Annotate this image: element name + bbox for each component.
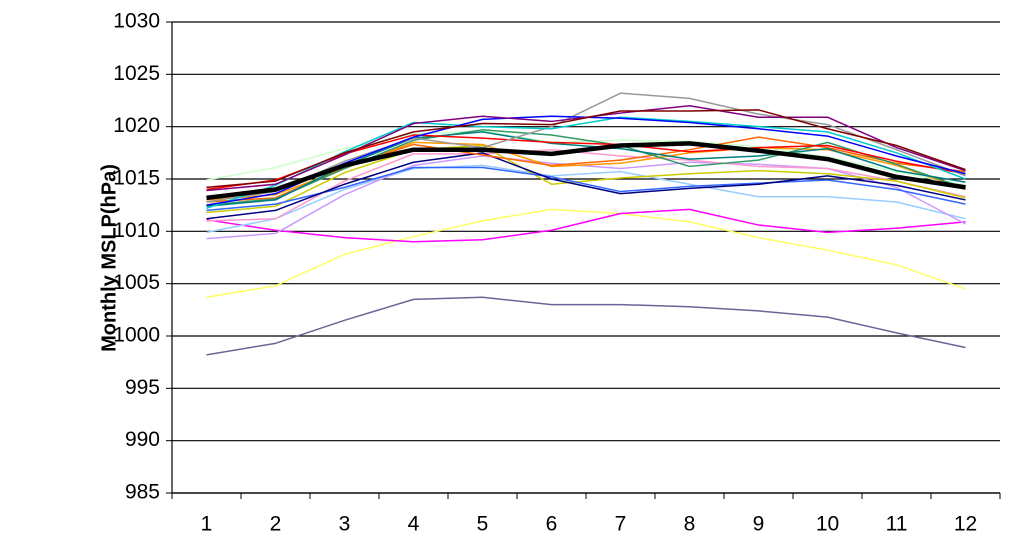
series-line [206, 115, 966, 206]
x-tick-label: 4 [408, 513, 420, 536]
x-tick-label: 2 [270, 513, 282, 536]
x-tick-label: 3 [339, 513, 351, 536]
series-line [206, 136, 966, 203]
series-line [206, 164, 966, 234]
series-line [206, 92, 966, 203]
y-tick-label: 995 [125, 376, 160, 399]
x-tick-label: 9 [753, 513, 765, 536]
x-tick-label: 10 [816, 513, 839, 536]
y-tick-label: 985 [125, 481, 160, 504]
x-tick-label: 12 [954, 513, 977, 536]
x-tick-label: 11 [886, 513, 908, 536]
y-axis-title: Monthly MSLP(hPa) [98, 164, 120, 352]
series-line [206, 144, 966, 214]
series-line [206, 208, 966, 243]
series-line [206, 208, 966, 299]
series-line [206, 152, 966, 220]
series-line [206, 155, 966, 240]
y-tick-label: 1010 [113, 219, 160, 242]
series-line [206, 148, 966, 222]
series-line [206, 129, 966, 206]
x-tick-label: 8 [684, 513, 696, 536]
series-line [206, 141, 966, 201]
y-tick-label: 1025 [113, 62, 160, 85]
x-tick-label: 1 [201, 513, 213, 536]
y-tick-label: 1015 [113, 167, 160, 190]
y-tick-label: 1000 [113, 324, 160, 347]
y-tick-label: 990 [125, 428, 160, 451]
series-line [206, 109, 966, 189]
x-tick-label: 7 [615, 513, 627, 536]
x-tick-label: 5 [477, 513, 489, 536]
series-line [206, 296, 966, 356]
y-tick-label: 1030 [113, 10, 160, 33]
series-line [206, 130, 966, 187]
x-tick-label: 6 [546, 513, 558, 536]
y-tick-label: 1020 [113, 114, 160, 137]
series-line [206, 166, 966, 212]
y-tick-label: 1005 [113, 271, 160, 294]
